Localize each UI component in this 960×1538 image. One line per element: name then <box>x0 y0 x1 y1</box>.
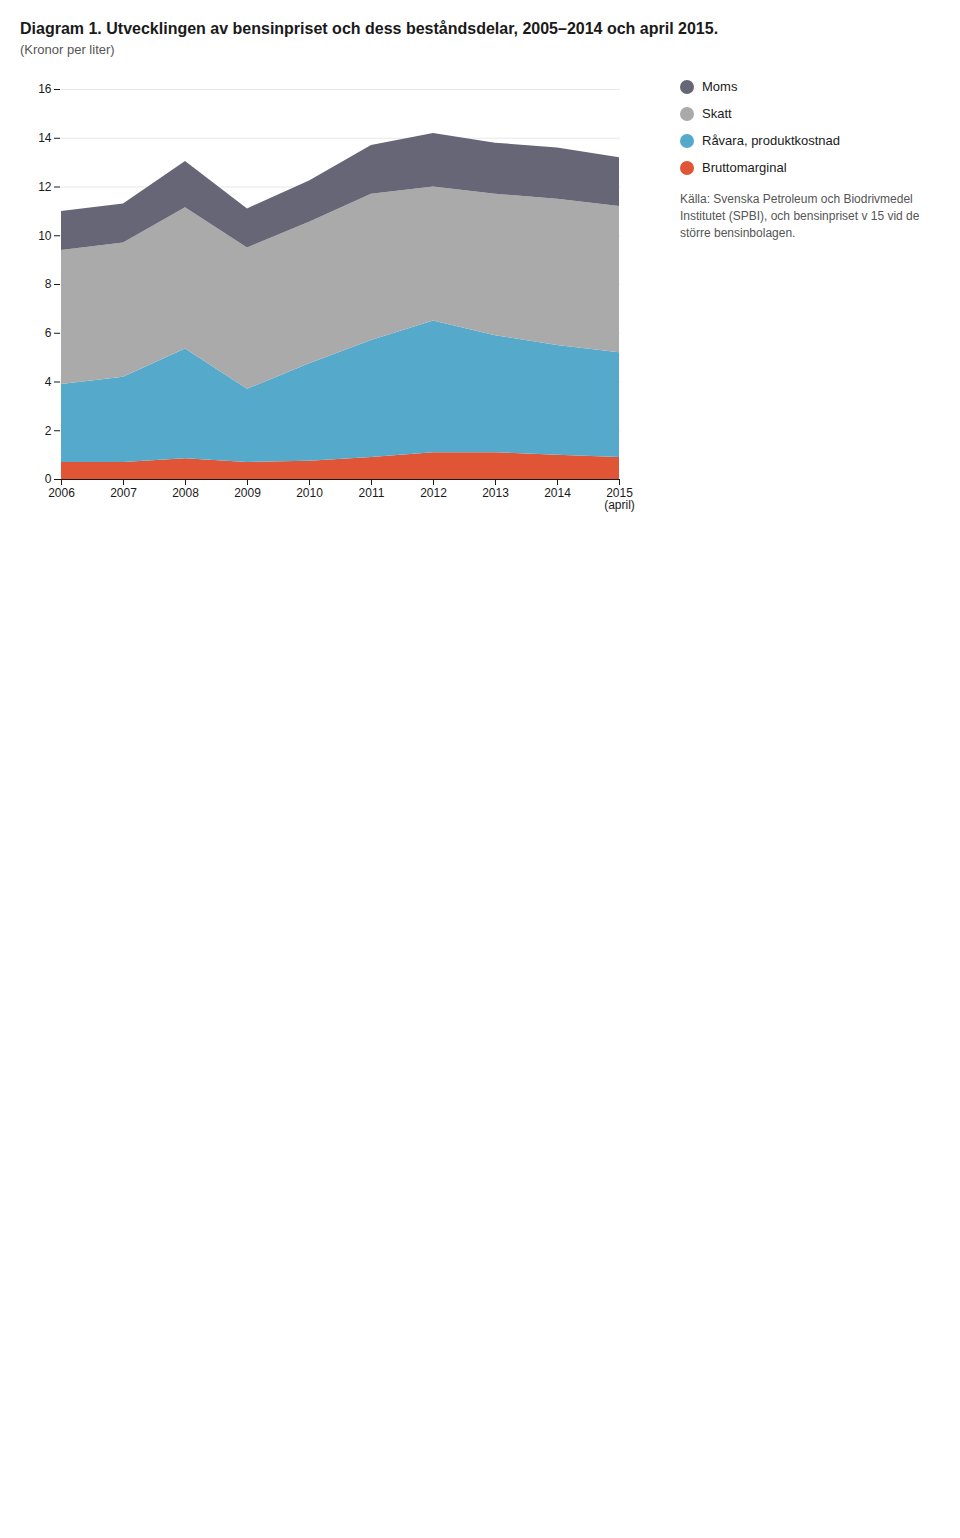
svg-text:2006: 2006 <box>48 486 75 500</box>
svg-text:4: 4 <box>45 375 52 389</box>
html-text:Moms: Moms <box>702 79 738 94</box>
html-text:Råvara, produktkostnad: Råvara, produktkostnad <box>702 133 840 148</box>
svg-text:2009: 2009 <box>234 486 261 500</box>
svg-text:6: 6 <box>45 326 52 340</box>
svg-text:2010: 2010 <box>296 486 323 500</box>
html-text:Källa: Svenska Petroleum och B: Källa: Svenska Petroleum och Biodrivmede… <box>680 192 920 240</box>
svg-text:10: 10 <box>38 229 52 243</box>
html-text:Bruttomarginal: Bruttomarginal <box>702 160 787 175</box>
svg-text:2011: 2011 <box>359 486 385 500</box>
svg-text:2014: 2014 <box>544 486 571 500</box>
svg-text:14: 14 <box>38 131 52 145</box>
svg-text:2008: 2008 <box>172 486 199 500</box>
svg-text:2012: 2012 <box>420 486 447 500</box>
svg-text:2007: 2007 <box>110 486 137 500</box>
svg-text:2015(april): 2015(april) <box>604 486 635 512</box>
html-text:(Kronor per liter): (Kronor per liter) <box>20 42 115 57</box>
svg-text:16: 16 <box>38 82 52 96</box>
svg-text:2: 2 <box>45 424 52 438</box>
html-text:Diagram 1. Utvecklingen av ben: Diagram 1. Utvecklingen av bensinpriset … <box>20 20 719 37</box>
svg-text:8: 8 <box>45 277 52 291</box>
svg-text:12: 12 <box>38 180 52 194</box>
svg-text:2013: 2013 <box>482 486 509 500</box>
html-text:Skatt: Skatt <box>702 106 732 121</box>
svg-text:0: 0 <box>45 472 52 486</box>
